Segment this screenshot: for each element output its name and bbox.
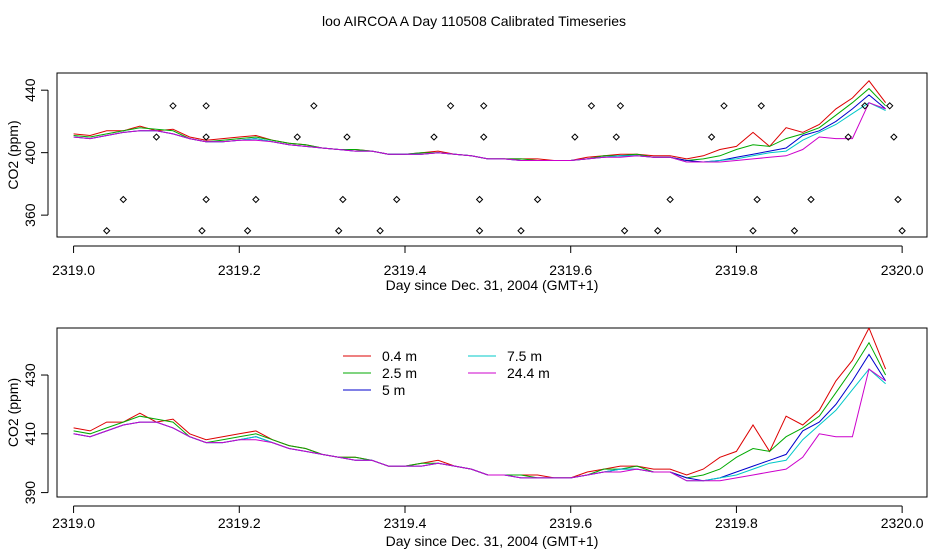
x-tick-label: 2319.0: [52, 262, 95, 278]
legend-label: 2.5 m: [382, 365, 417, 381]
x-tick-label: 2319.2: [218, 515, 261, 531]
data-point: [666, 195, 674, 204]
data-point: [202, 133, 210, 141]
data-point: [393, 195, 401, 204]
legend: 0.4 m2.5 m5 m 7.5 m24.4 m: [343, 348, 550, 398]
chart-top-panel: 2319.0 2319.2 2319.4 2319.6 2319.8 2320.0 Day …: [5, 72, 928, 293]
series-line-0-4-m: [73, 328, 887, 479]
plot-area: [73, 328, 887, 482]
y-axis-label: CO2 (ppm): [5, 378, 21, 447]
data-point: [753, 195, 761, 204]
x-tick-label: 2320.0: [881, 262, 924, 278]
data-point: [310, 102, 318, 110]
x-tick-label: 2320.0: [881, 515, 924, 531]
series-line-24-4-m: [73, 368, 886, 482]
y-tick-label: 400: [22, 141, 38, 165]
series-line: [73, 102, 886, 163]
series-line: [73, 87, 886, 162]
data-point: [587, 102, 596, 110]
x-tick-label: 2319.4: [384, 515, 427, 531]
data-point: [376, 227, 384, 235]
data-point: [720, 102, 728, 110]
data-point: [103, 227, 111, 235]
y-tick-label: 430: [22, 363, 38, 387]
series-line-7-5-m: [73, 368, 886, 482]
data-point: [480, 102, 488, 110]
figure-title: loo AIRCOA A Day 110508 Calibrated Times…: [322, 13, 626, 29]
plot-frame: [56, 327, 928, 498]
plot-frame: [56, 72, 928, 238]
data-point: [886, 102, 894, 110]
data-point: [152, 133, 161, 141]
data-point: [480, 133, 488, 141]
x-tick-label: 2319.6: [549, 262, 592, 278]
data-point: [252, 195, 260, 204]
x-tick-label: 2319.6: [549, 515, 592, 531]
series-line: [73, 80, 886, 161]
series-line: [73, 102, 886, 163]
data-point: [749, 227, 757, 235]
y-axis-label: CO2 (ppm): [5, 120, 21, 189]
legend-label: 7.5 m: [507, 348, 542, 364]
x-axis-label: Day since Dec. 31, 2004 (GMT+1): [386, 277, 599, 293]
data-point: [533, 195, 542, 204]
data-point: [620, 227, 629, 235]
legend-label: 5 m: [382, 382, 405, 398]
data-point: [202, 195, 210, 204]
data-point: [844, 133, 852, 141]
data-point: [807, 195, 815, 204]
data-point: [890, 133, 898, 141]
x-tick-label: 2319.8: [715, 262, 758, 278]
data-point: [616, 102, 625, 110]
data-point: [335, 227, 343, 235]
legend-label: 0.4 m: [382, 348, 417, 364]
plot-area: [73, 80, 906, 235]
data-point: [119, 195, 127, 204]
chart-bottom-panel: 2319.0 2319.2 2319.4 2319.6 2319.8 2320.0 Day …: [5, 327, 928, 549]
x-tick-label: 2319.4: [384, 262, 427, 278]
legend-label: 24.4 m: [507, 365, 550, 381]
data-point: [898, 227, 906, 235]
x-tick-label: 2319.2: [218, 262, 261, 278]
data-point: [612, 133, 620, 141]
data-point: [169, 102, 177, 110]
y-tick-label: 410: [22, 422, 38, 446]
y-tick-label: 390: [22, 481, 38, 505]
data-point: [198, 227, 206, 235]
data-point: [430, 133, 438, 141]
data-point: [861, 102, 869, 110]
data-point: [475, 195, 484, 204]
x-tick-label: 2319.8: [715, 515, 758, 531]
y-tick-label: 440: [22, 78, 38, 102]
x-axis-label: Day since Dec. 31, 2004 (GMT+1): [386, 533, 599, 549]
data-point: [654, 227, 662, 235]
data-point: [475, 227, 484, 235]
data-point: [894, 195, 902, 204]
series-line-2-5-m: [73, 341, 887, 479]
data-point: [517, 227, 525, 235]
data-point: [446, 102, 455, 110]
data-point: [202, 102, 210, 110]
data-point: [571, 133, 579, 141]
data-point: [293, 133, 301, 141]
data-point: [339, 195, 347, 204]
y-tick-label: 360: [22, 203, 38, 227]
x-tick-label: 2319.0: [52, 515, 95, 531]
data-point: [707, 133, 716, 141]
data-point: [343, 133, 351, 141]
data-point: [757, 102, 765, 110]
data-point: [790, 227, 799, 235]
data-point: [243, 227, 252, 235]
